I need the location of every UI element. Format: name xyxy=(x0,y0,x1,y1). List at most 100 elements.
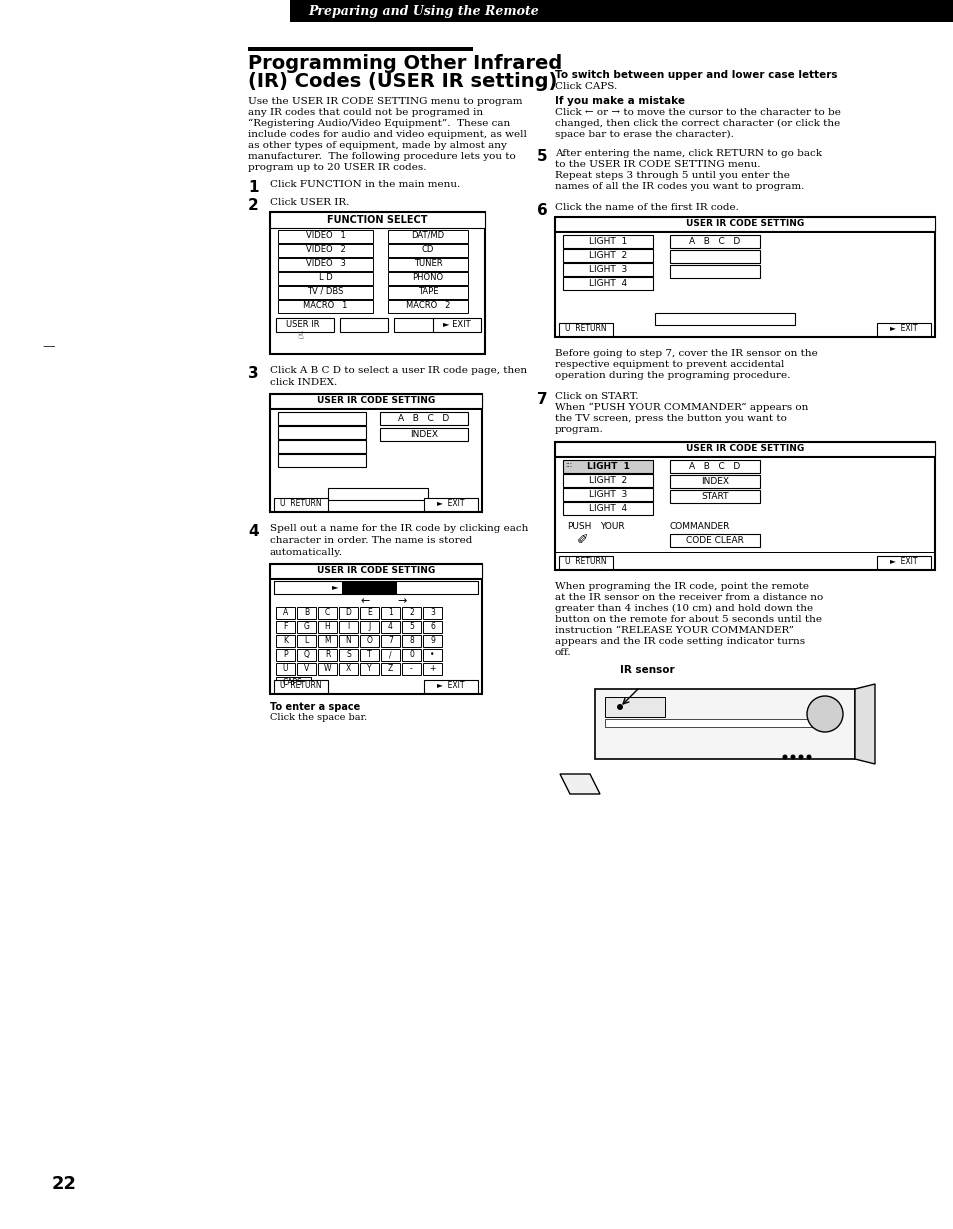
Bar xyxy=(275,649,294,661)
Bar xyxy=(380,649,399,661)
Text: Click the name of the first IR code.: Click the name of the first IR code. xyxy=(555,203,739,211)
Bar xyxy=(296,662,315,675)
Text: USER IR CODE SETTING: USER IR CODE SETTING xyxy=(685,444,803,454)
Text: -: - xyxy=(410,664,413,673)
Text: Spell out a name for the IR code by clicking each: Spell out a name for the IR code by clic… xyxy=(270,524,528,533)
Bar xyxy=(655,313,794,324)
Text: instruction “RELEASE YOUR COMMANDER”: instruction “RELEASE YOUR COMMANDER” xyxy=(555,626,793,635)
Circle shape xyxy=(805,755,811,760)
Bar xyxy=(669,249,760,263)
Text: •: • xyxy=(430,650,435,659)
Text: P: P xyxy=(283,650,288,659)
Text: changed, then click the correct character (or click the: changed, then click the correct characte… xyxy=(555,119,840,128)
Text: the TV screen, press the button you want to: the TV screen, press the button you want… xyxy=(555,414,786,423)
Text: X: X xyxy=(346,664,351,673)
Text: →: → xyxy=(396,596,406,606)
Text: U  RETURN: U RETURN xyxy=(280,681,321,689)
Text: Click on START.: Click on START. xyxy=(555,392,638,401)
Bar xyxy=(433,318,480,332)
Bar xyxy=(277,286,373,299)
Text: J: J xyxy=(368,622,370,630)
Bar xyxy=(562,474,652,487)
Text: U: U xyxy=(282,664,288,673)
Bar xyxy=(558,323,613,336)
Text: A   B   C   D: A B C D xyxy=(398,414,449,423)
Bar xyxy=(388,300,468,313)
Text: N: N xyxy=(345,635,351,645)
Bar xyxy=(248,47,473,50)
Circle shape xyxy=(617,704,622,710)
Text: 4: 4 xyxy=(388,622,393,630)
Bar xyxy=(604,697,664,717)
Bar xyxy=(277,245,373,257)
Circle shape xyxy=(798,755,802,760)
Bar xyxy=(380,635,399,646)
Bar xyxy=(359,662,378,675)
Bar xyxy=(296,607,315,619)
Text: 9: 9 xyxy=(430,635,435,645)
Text: TV / DBS: TV / DBS xyxy=(307,288,343,296)
Text: off.: off. xyxy=(555,648,571,658)
Text: character in order. The name is stored: character in order. The name is stored xyxy=(270,536,472,544)
Text: F: F xyxy=(283,622,288,630)
Bar xyxy=(388,258,468,272)
Text: CAPS: CAPS xyxy=(283,678,303,687)
Bar xyxy=(669,474,760,488)
Bar xyxy=(270,408,481,409)
Bar xyxy=(317,649,336,661)
Bar xyxy=(290,0,953,22)
Bar xyxy=(296,649,315,661)
Circle shape xyxy=(806,696,842,732)
Text: E: E xyxy=(367,608,372,617)
Bar xyxy=(270,578,481,580)
Bar xyxy=(562,277,652,290)
Text: include codes for audio and video equipment, as well: include codes for audio and video equipm… xyxy=(248,130,526,139)
Text: click INDEX.: click INDEX. xyxy=(270,379,337,387)
Text: 6: 6 xyxy=(430,622,435,630)
Text: Click the space bar.: Click the space bar. xyxy=(270,713,367,721)
Text: Click FUNCTION in the main menu.: Click FUNCTION in the main menu. xyxy=(270,179,459,189)
Text: To switch between upper and lower case letters: To switch between upper and lower case l… xyxy=(555,70,837,80)
Text: names of all the IR codes you want to program.: names of all the IR codes you want to pr… xyxy=(555,182,803,190)
Bar xyxy=(669,235,760,248)
Text: H: H xyxy=(324,622,330,630)
Text: LIGHT  2: LIGHT 2 xyxy=(588,476,626,485)
Bar xyxy=(296,635,315,646)
Text: Before going to step 7, cover the IR sensor on the: Before going to step 7, cover the IR sen… xyxy=(555,349,817,358)
Text: ►  EXIT: ► EXIT xyxy=(889,557,917,567)
Text: LIGHT  2: LIGHT 2 xyxy=(588,251,626,261)
Bar xyxy=(277,258,373,272)
Text: I: I xyxy=(347,622,349,630)
Bar xyxy=(562,249,652,262)
Text: operation during the programing procedure.: operation during the programing procedur… xyxy=(555,371,789,380)
Text: T: T xyxy=(367,650,372,659)
Text: space bar to erase the character).: space bar to erase the character). xyxy=(555,130,733,139)
Polygon shape xyxy=(854,685,874,764)
Text: LIGHT  4: LIGHT 4 xyxy=(588,279,626,288)
Text: FUNCTION SELECT: FUNCTION SELECT xyxy=(327,215,427,225)
Bar xyxy=(669,460,760,473)
Bar xyxy=(388,272,468,285)
Bar xyxy=(388,245,468,257)
Bar xyxy=(422,607,441,619)
Text: A   B   C   D: A B C D xyxy=(689,237,740,246)
Text: YOUR: YOUR xyxy=(599,522,624,531)
Text: INDEX: INDEX xyxy=(410,430,437,439)
Bar xyxy=(270,395,481,512)
Text: 3: 3 xyxy=(248,366,258,381)
Bar xyxy=(274,680,328,693)
Bar xyxy=(669,265,760,278)
Text: respective equipment to prevent accidental: respective equipment to prevent accident… xyxy=(555,360,783,369)
Bar xyxy=(555,218,934,337)
Bar xyxy=(341,581,396,594)
Text: ► EXIT: ► EXIT xyxy=(443,320,471,329)
Bar xyxy=(388,286,468,299)
Bar xyxy=(388,230,468,243)
Text: USER IR: USER IR xyxy=(286,320,319,329)
Text: LIGHT  1: LIGHT 1 xyxy=(586,462,629,471)
Text: D: D xyxy=(345,608,351,617)
Text: to the USER IR CODE SETTING menu.: to the USER IR CODE SETTING menu. xyxy=(555,160,760,170)
Text: IR sensor: IR sensor xyxy=(619,665,674,675)
Bar xyxy=(380,621,399,633)
Text: program.: program. xyxy=(555,425,603,434)
